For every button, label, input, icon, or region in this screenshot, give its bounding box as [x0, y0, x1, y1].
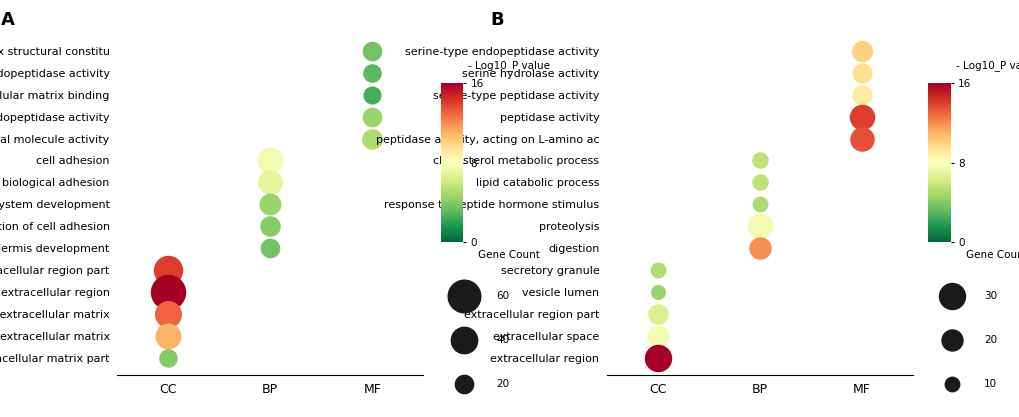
Point — [262, 223, 278, 230]
Point — [649, 311, 665, 317]
Point — [853, 91, 869, 98]
Point — [751, 245, 767, 251]
Point — [364, 113, 380, 120]
Point — [751, 157, 767, 164]
Text: B: B — [490, 11, 503, 29]
Point — [649, 267, 665, 274]
Point — [943, 337, 959, 344]
Text: 20: 20 — [983, 335, 997, 345]
Point — [649, 354, 665, 361]
Point — [853, 113, 869, 120]
Text: 30: 30 — [983, 291, 997, 301]
Point — [649, 289, 665, 295]
Point — [455, 381, 472, 388]
Point — [364, 91, 380, 98]
Point — [262, 179, 278, 186]
Text: Gene Count: Gene Count — [965, 250, 1019, 260]
Text: 20: 20 — [496, 379, 510, 389]
Point — [364, 48, 380, 54]
Text: A: A — [1, 11, 15, 29]
Text: Gene Count: Gene Count — [478, 250, 539, 260]
Text: 40: 40 — [496, 335, 510, 345]
Text: 60: 60 — [496, 291, 510, 301]
Point — [943, 293, 959, 299]
Point — [160, 311, 176, 317]
Point — [853, 48, 869, 54]
Point — [455, 337, 472, 344]
Text: - Log10_P value: - Log10_P value — [955, 60, 1019, 71]
Point — [262, 245, 278, 251]
Point — [943, 381, 959, 388]
Point — [853, 70, 869, 76]
Point — [751, 201, 767, 208]
Text: 10: 10 — [983, 379, 997, 389]
Point — [262, 201, 278, 208]
Point — [751, 179, 767, 186]
Point — [853, 135, 869, 142]
Point — [262, 157, 278, 164]
Point — [160, 354, 176, 361]
Text: - Log10_P value: - Log10_P value — [468, 60, 549, 71]
Point — [751, 223, 767, 230]
Point — [649, 332, 665, 339]
Point — [455, 293, 472, 299]
Point — [160, 332, 176, 339]
Point — [160, 289, 176, 295]
Point — [160, 267, 176, 274]
Point — [364, 70, 380, 76]
Point — [364, 135, 380, 142]
